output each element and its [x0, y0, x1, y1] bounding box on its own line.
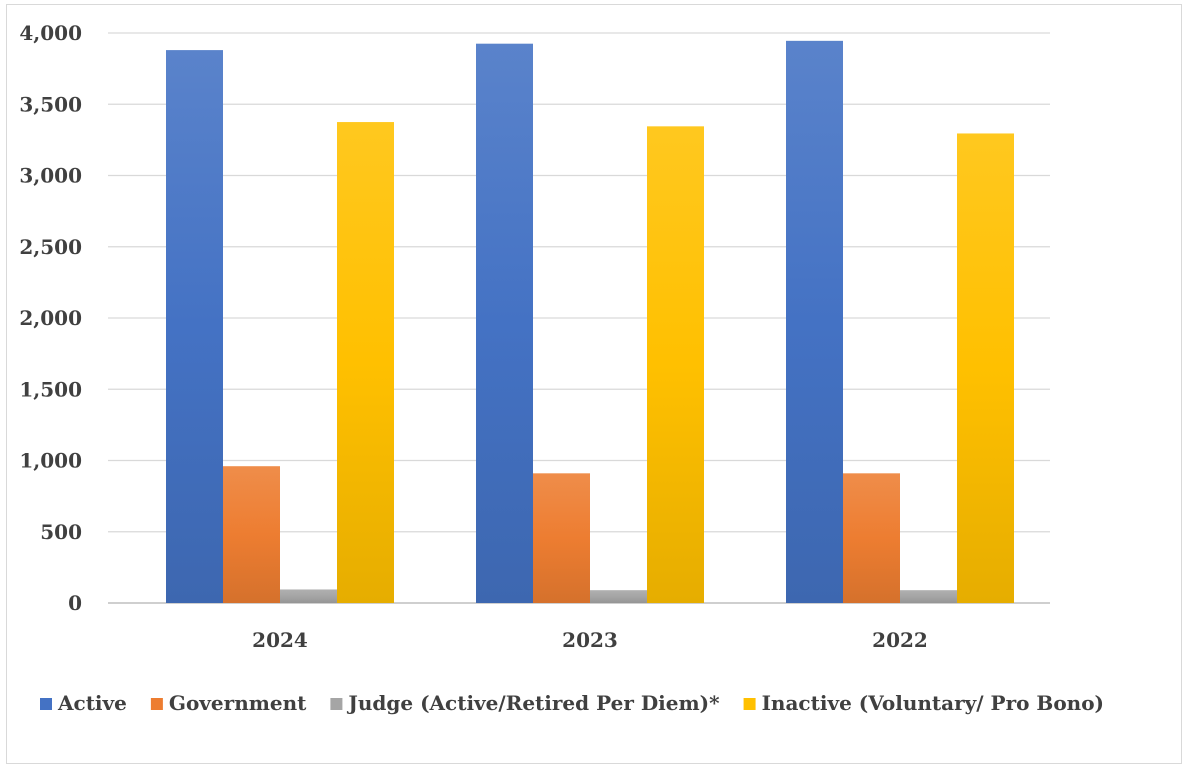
bar-judge-2023	[590, 590, 647, 603]
bar-active-2023	[476, 43, 533, 603]
x-tick-label: 2023	[562, 628, 618, 652]
legend-swatch	[40, 698, 52, 710]
bar-judge-2022	[900, 590, 957, 603]
bar-government-2022	[843, 473, 900, 603]
legend-label: Judge (Active/Retired Per Diem)*	[346, 691, 720, 715]
y-tick-label: 1,000	[19, 449, 82, 473]
x-tick-label: 2024	[252, 628, 308, 652]
y-tick-label: 1,500	[19, 377, 82, 401]
bar-inactive-2023	[647, 126, 704, 604]
y-tick-label: 3,000	[19, 164, 82, 188]
legend-swatch	[150, 698, 163, 710]
legend: Active Government Judge (Active/Retired Pe…	[40, 691, 1104, 715]
y-axis-ticks: 0 500 1,000 1,500 2,000 2,500 3,000 3,500 4,000	[19, 21, 82, 615]
y-tick-label: 2,000	[19, 306, 82, 330]
legend-swatch	[743, 698, 756, 710]
bar-government-2024	[223, 466, 280, 603]
legend-swatch	[330, 698, 343, 710]
x-tick-label: 2022	[872, 628, 928, 652]
y-tick-label: 500	[40, 520, 82, 544]
bar-inactive-2022	[957, 133, 1014, 603]
y-tick-label: 2,500	[19, 235, 82, 259]
bar-judge-2024	[280, 589, 337, 603]
legend-label: Government	[169, 691, 307, 715]
bars	[166, 40, 1014, 604]
y-tick-label: 0	[68, 591, 82, 615]
x-axis-ticks: 2024 2023 2022	[252, 628, 928, 652]
y-tick-label: 3,500	[19, 92, 82, 116]
legend-label: Inactive (Voluntary/ Pro Bono)	[762, 691, 1104, 715]
bar-active-2024	[166, 50, 223, 604]
bar-inactive-2024	[337, 122, 394, 603]
bar-government-2023	[533, 473, 590, 603]
legend-label: Active	[57, 691, 127, 715]
bar-active-2022	[786, 40, 843, 603]
y-tick-label: 4,000	[19, 21, 82, 45]
